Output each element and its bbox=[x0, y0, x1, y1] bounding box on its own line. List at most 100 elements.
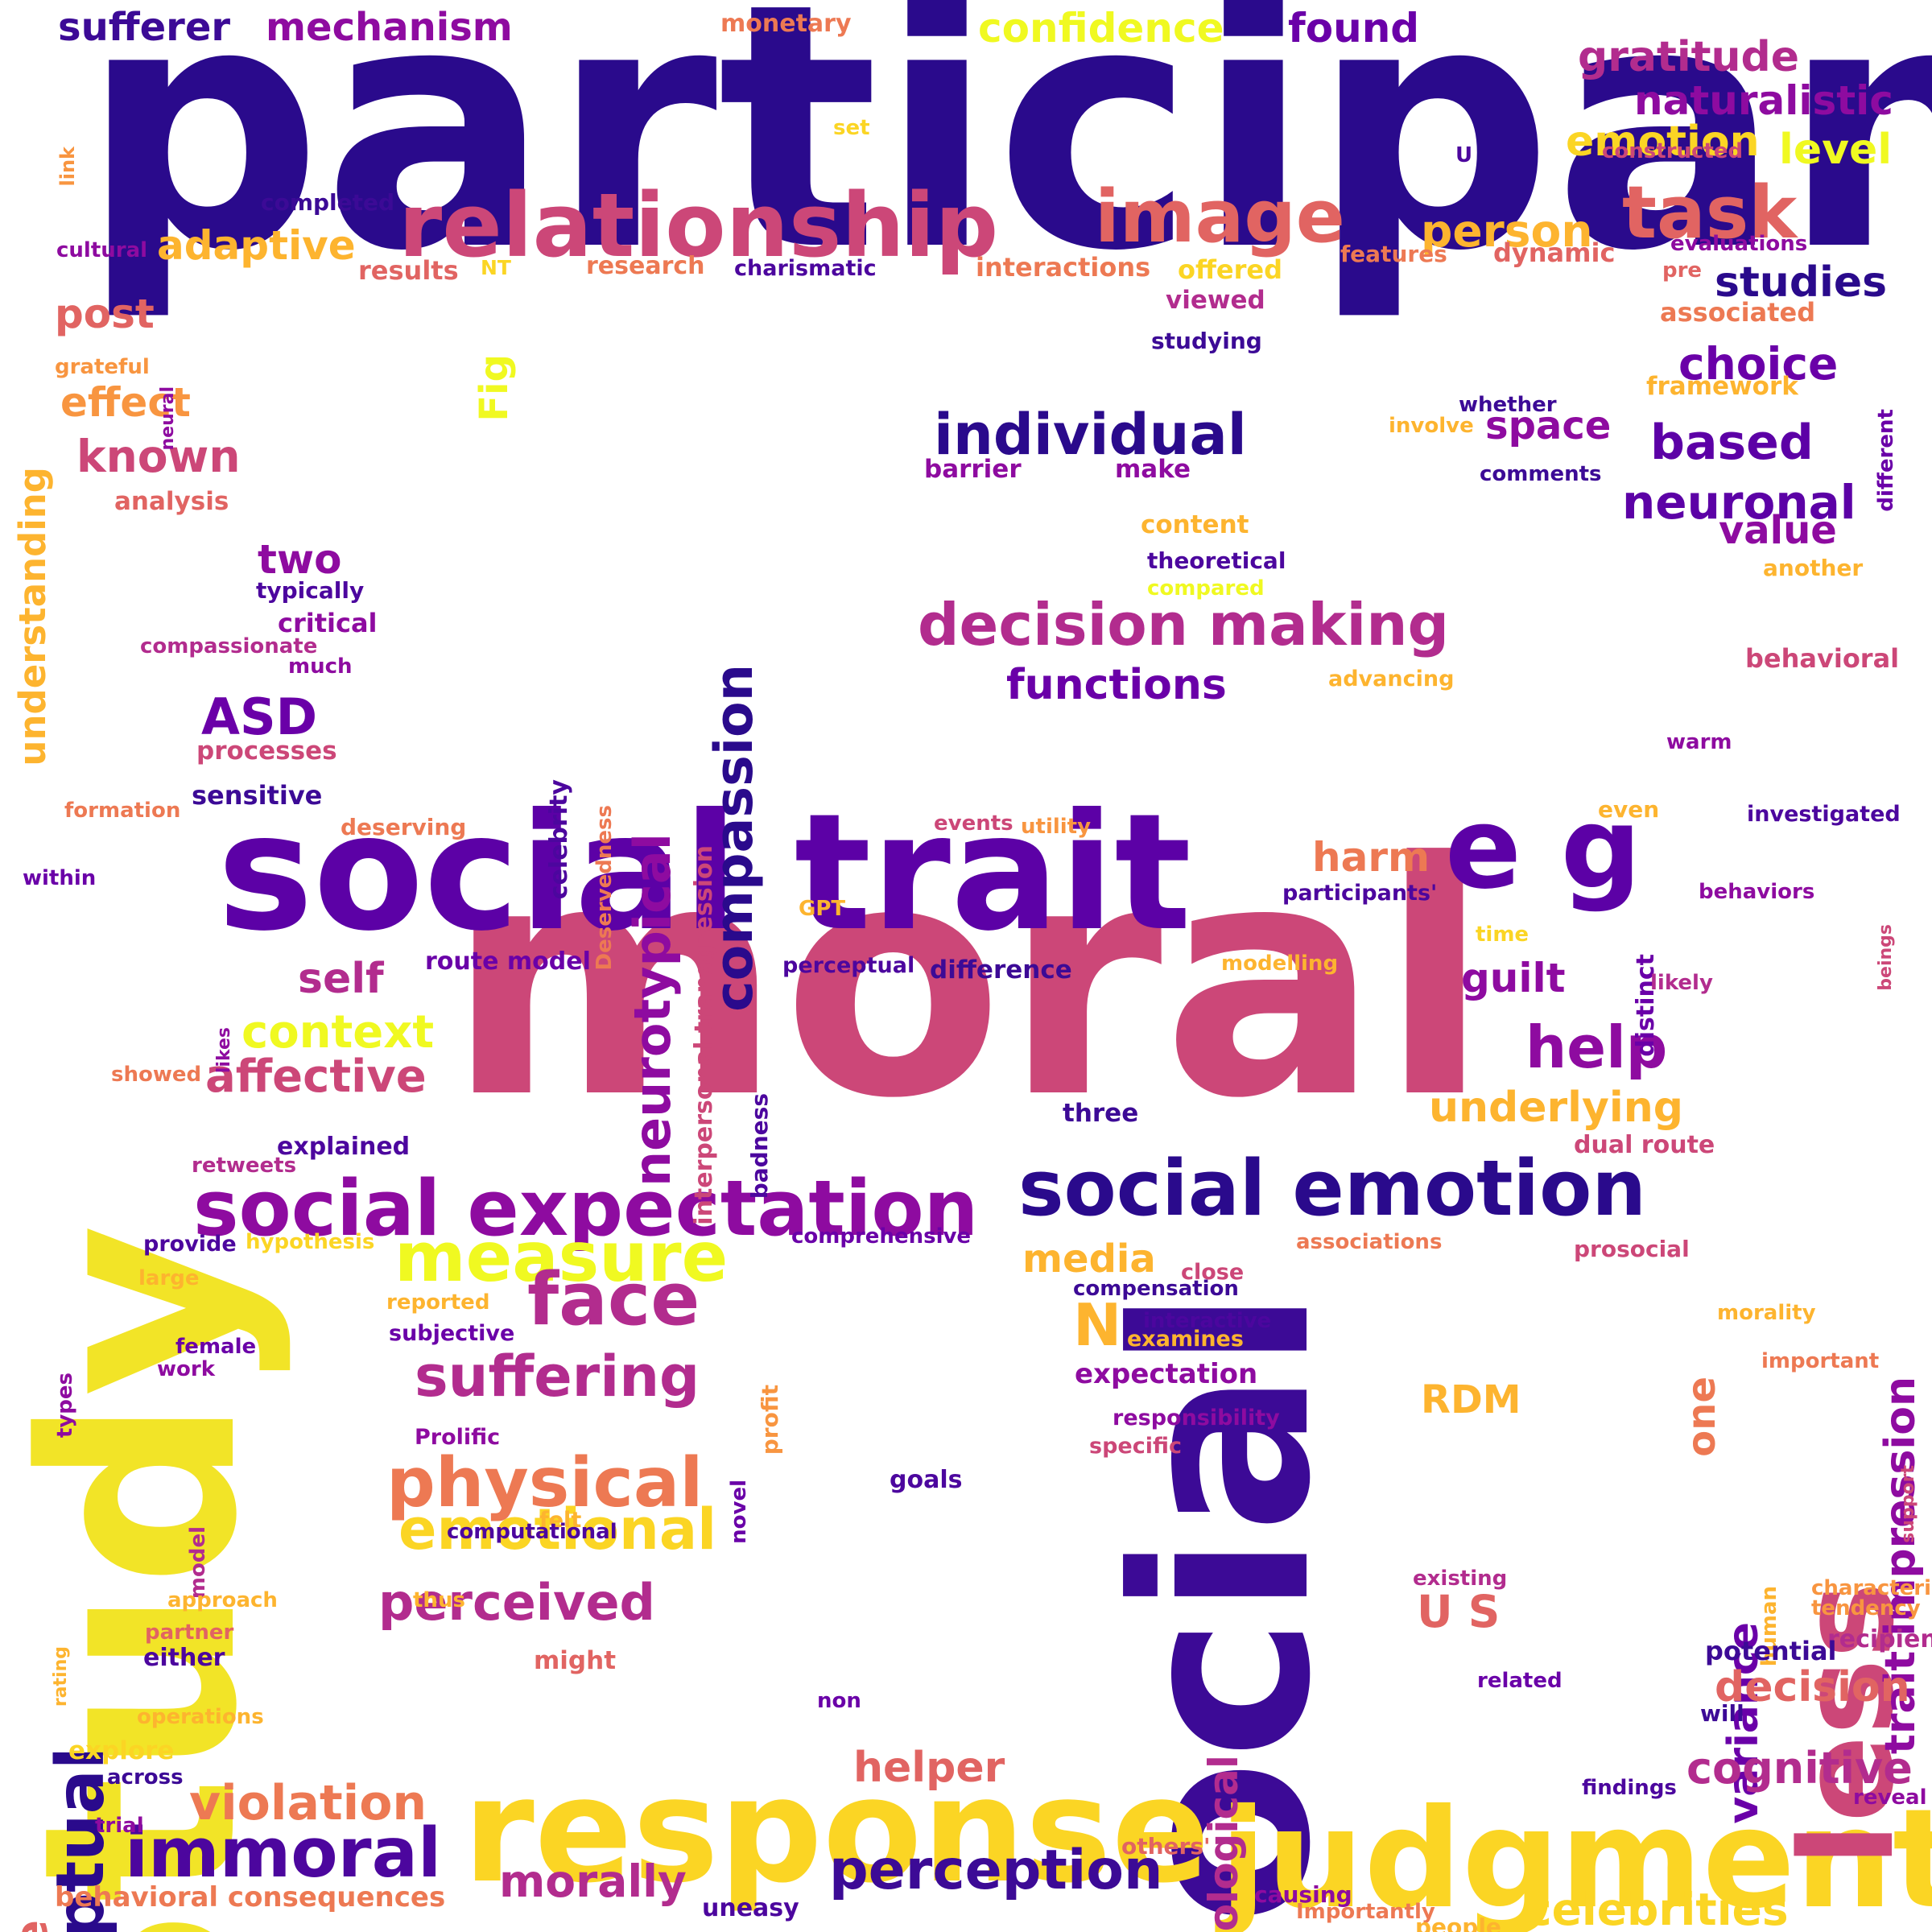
word-pre: pre bbox=[1662, 258, 1703, 283]
word-perception: perception bbox=[829, 1839, 1163, 1902]
word-thus: thus bbox=[413, 1588, 465, 1612]
word-person: person bbox=[1421, 205, 1593, 257]
word-behavioral: behavioral bbox=[1745, 643, 1900, 674]
word-novel: novel bbox=[727, 1480, 751, 1544]
word-showed: showed bbox=[111, 1063, 202, 1087]
word-within: within bbox=[23, 866, 97, 890]
word-utility: utility bbox=[1021, 815, 1092, 839]
word-cognitive: cognitive bbox=[1686, 1743, 1913, 1794]
word-results: results bbox=[358, 255, 459, 286]
word-neurotypical: neurotypical bbox=[623, 833, 682, 1187]
word-measure: measure bbox=[394, 1218, 729, 1298]
word-moral: moral bbox=[447, 795, 1490, 1169]
word-morality: morality bbox=[1717, 1301, 1816, 1325]
word-events: events bbox=[934, 811, 1013, 836]
word-media: media bbox=[1022, 1236, 1156, 1282]
word-celebrity: celebrity bbox=[545, 779, 573, 900]
word-important: important bbox=[1761, 1349, 1880, 1373]
word-effect: effect bbox=[60, 379, 191, 426]
word-comments: comments bbox=[1480, 462, 1602, 486]
word-suffering: suffering bbox=[415, 1344, 700, 1410]
word-either: either bbox=[143, 1644, 225, 1672]
word-celebrities: celebrities bbox=[1525, 1884, 1789, 1932]
word-existing: existing bbox=[1413, 1567, 1508, 1591]
word-violation: violation bbox=[189, 1775, 427, 1831]
word-different: different bbox=[1874, 409, 1898, 512]
word-theoretical: theoretical bbox=[1147, 547, 1286, 574]
word-across: across bbox=[107, 1765, 184, 1790]
word-interpersonal-transgression: interpersonal transgression bbox=[690, 845, 718, 1225]
word-trial: trial bbox=[95, 1814, 144, 1838]
word-approach: approach bbox=[167, 1588, 278, 1612]
word-task: task bbox=[1622, 171, 1798, 255]
word-subjective-confidence: subjective confidence bbox=[6, 1920, 57, 1932]
word-adaptive: adaptive bbox=[157, 222, 356, 269]
word-hypothesis: hypothesis bbox=[246, 1230, 375, 1254]
word-sufferer: sufferer bbox=[58, 5, 231, 50]
word-grateful: grateful bbox=[55, 355, 150, 379]
word-tendency: tendency bbox=[1811, 1596, 1921, 1620]
word-prolific: Prolific bbox=[415, 1425, 501, 1450]
word-neuronal: neuronal bbox=[1622, 475, 1856, 530]
word-processes: processes bbox=[196, 737, 337, 766]
word-another: another bbox=[1763, 555, 1864, 581]
word-harm: harm bbox=[1312, 834, 1430, 881]
word-face: face bbox=[527, 1257, 700, 1342]
word-formation: formation bbox=[64, 799, 181, 823]
word-typically: typically bbox=[256, 577, 365, 604]
word-compared: compared bbox=[1147, 576, 1265, 601]
word-completed: completed bbox=[261, 189, 395, 216]
word-functions: functions bbox=[1006, 661, 1227, 709]
word-subjective: subjective bbox=[389, 1321, 515, 1346]
word-monetary: monetary bbox=[720, 10, 852, 38]
word-decision-making: decision making bbox=[918, 591, 1450, 658]
word-judgment: judgment bbox=[1220, 1780, 1932, 1932]
word-found: found bbox=[1288, 5, 1420, 52]
word-distinct: distinct bbox=[1632, 954, 1660, 1057]
word-social-emotion: social emotion bbox=[1018, 1145, 1646, 1233]
word-associated: associated bbox=[1660, 297, 1816, 328]
word-perceptual: perceptual bbox=[782, 953, 915, 978]
word-make: make bbox=[1115, 455, 1191, 484]
word-close: close bbox=[1181, 1260, 1245, 1285]
word-affective: affective bbox=[205, 1051, 427, 1103]
word-responsibility: responsibility bbox=[1113, 1406, 1280, 1430]
word-female: female bbox=[175, 1335, 257, 1359]
word-partner: partner bbox=[145, 1620, 234, 1645]
word-will: will bbox=[1700, 1700, 1744, 1727]
word-provide: provide bbox=[143, 1232, 237, 1257]
word-value: value bbox=[1719, 508, 1837, 553]
word-people: people bbox=[1415, 1913, 1501, 1932]
word-level: level bbox=[1779, 126, 1893, 174]
word-barrier: barrier bbox=[924, 455, 1022, 484]
word-rdm: RDM bbox=[1421, 1377, 1521, 1422]
word-comprehensive: comprehensive bbox=[791, 1224, 972, 1249]
word-expectation: expectation bbox=[1075, 1358, 1258, 1390]
word-post: post bbox=[55, 291, 155, 337]
word-image: image bbox=[1095, 175, 1345, 259]
word-help: help bbox=[1525, 1013, 1668, 1081]
word-guilt: guilt bbox=[1461, 955, 1566, 1001]
word-context: context bbox=[242, 1006, 435, 1059]
word-dual-route: dual route bbox=[1574, 1131, 1715, 1159]
word-warm: warm bbox=[1666, 730, 1732, 754]
word-relationship: relationship bbox=[398, 174, 999, 277]
word-beings: beings bbox=[1876, 924, 1896, 991]
word-naturalistic: naturalistic bbox=[1634, 77, 1893, 124]
word-constructed: constructed bbox=[1602, 139, 1744, 163]
word-difference: difference bbox=[930, 956, 1072, 985]
word-emotion: emotion bbox=[1566, 118, 1760, 166]
word-modelling: modelling bbox=[1221, 952, 1339, 976]
word-associations: associations bbox=[1296, 1230, 1443, 1254]
word-offered: offered bbox=[1178, 254, 1282, 285]
word-individual: individual bbox=[934, 402, 1247, 468]
word-known: known bbox=[76, 431, 241, 482]
word-decision: decision bbox=[1715, 1663, 1910, 1711]
word-compassionate: compassionate bbox=[140, 634, 318, 658]
word-related: related bbox=[1477, 1669, 1563, 1693]
word-others: others' bbox=[1121, 1833, 1211, 1860]
word-gpt: GPT bbox=[799, 897, 846, 921]
word-framework: framework bbox=[1646, 372, 1798, 401]
word-one: one bbox=[1679, 1377, 1724, 1457]
word-emotional: emotional bbox=[398, 1496, 717, 1563]
